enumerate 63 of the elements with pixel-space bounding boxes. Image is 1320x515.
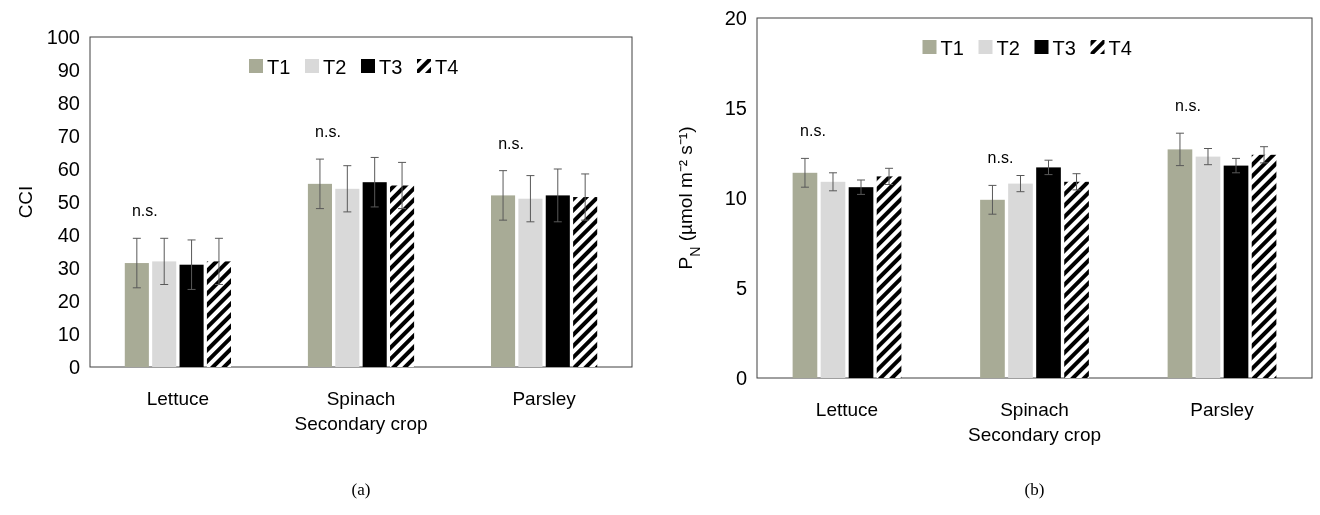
text: (a) [351,480,371,499]
annotation: n.s. [315,123,341,141]
bar [848,187,874,378]
bar [335,188,360,367]
legend-label: T3 [1052,37,1076,59]
bar [491,195,516,367]
bar [1008,183,1033,378]
y-tick-label: 30 [57,257,80,279]
annotation: n.s. [131,202,158,220]
bar [179,264,204,367]
bar [820,181,846,378]
bar [1036,167,1061,378]
y-tick-label: 15 [724,97,747,119]
bar [1167,149,1193,378]
bar [1223,165,1249,378]
bar [124,263,149,367]
y-tick-label: 10 [57,323,80,345]
y-tick-label: 70 [57,125,80,147]
legend-label: T4 [435,56,459,78]
y-tick-label: 10 [724,187,747,209]
bar [545,195,570,367]
bar [390,185,415,367]
bar [362,182,387,367]
bar [792,172,818,378]
y-tick-label: 40 [57,224,80,246]
bar [1251,154,1277,378]
legend-label: T4 [1108,37,1132,59]
y-tick-label: 60 [57,158,80,180]
y-tick-label: 0 [735,367,747,389]
x-tick-label: Spinach Secondary crop [967,399,1102,445]
y-tick-label: 5 [735,277,747,299]
x-tick-label: Lettuce [815,399,879,420]
annotation: n.s. [987,149,1014,167]
bar [1064,181,1089,378]
bar [573,197,598,367]
x-tick-label: Parsley [512,388,577,409]
bar [152,261,177,367]
legend-label: T2 [996,37,1020,59]
bar [518,198,543,367]
x-tick-label: Parsley [1190,399,1255,420]
legend-label: T2 [323,56,347,78]
x-tick-label: Lettuce [146,388,210,409]
text: (b) [1024,480,1045,499]
legend-label: T1 [940,37,964,59]
y-tick-label: 100 [46,26,80,48]
bar [876,176,902,378]
y-tick-label: 20 [724,7,747,29]
legend-label: T1 [267,56,291,78]
y-tick-label: 20 [57,290,80,312]
x-tick-label: Spinach Secondary crop [294,388,428,434]
annotation: n.s. [498,134,524,152]
y-tick-label: 0 [68,356,80,378]
legend-label: T3 [379,56,403,78]
bar [307,183,332,367]
bar [206,261,231,367]
annotation: n.s. [800,122,826,140]
bar [1195,156,1221,378]
y-tick-label: 90 [57,59,80,81]
y-tick-label: 50 [57,191,80,213]
annotation: n.s. [1175,97,1201,115]
y-tick-label: 80 [57,92,80,114]
bar [980,199,1005,378]
y-axis-title: CCI [15,185,36,219]
